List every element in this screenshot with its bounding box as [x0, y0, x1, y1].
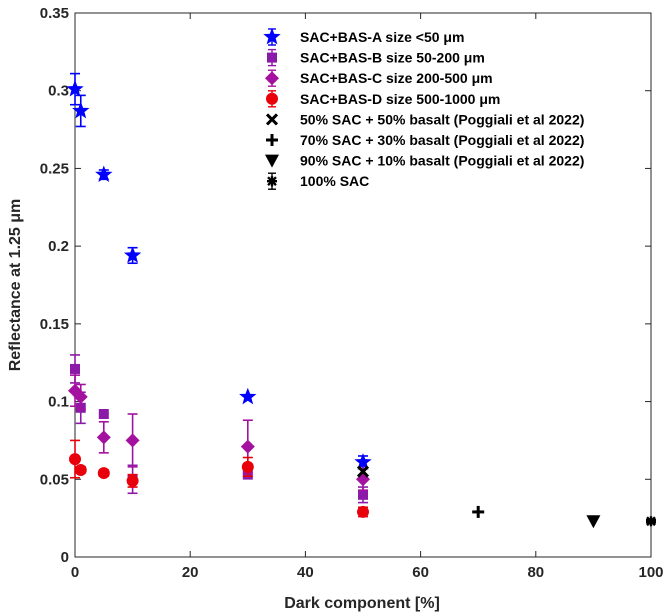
data-point	[126, 474, 139, 487]
series-50-sac-50-basalt-poggiali-et-al-2022	[356, 465, 370, 478]
legend-item: SAC+BAS-C size 200-500 μm	[265, 69, 493, 87]
data-point	[74, 463, 87, 476]
x-axis: 0 20 40 60 80 100	[71, 13, 664, 581]
data-point	[240, 439, 255, 454]
data-point	[472, 505, 485, 518]
legend-marker	[263, 27, 281, 45]
y-tick-label: 0.25	[40, 160, 69, 177]
x-tick-label: 60	[412, 564, 429, 581]
legend-label: SAC+BAS-B size 50-200 μm	[300, 50, 485, 66]
y-axis-label: Reflectance at 1.25 μm	[7, 199, 24, 372]
data-point	[98, 409, 109, 420]
legend-marker	[265, 71, 279, 86]
y-axis: 0 0.05 0.1 0.15 0.2 0.25 0.3 0.35	[40, 5, 651, 566]
data-point	[66, 80, 84, 97]
data-point	[123, 246, 142, 263]
legend-item: SAC+BAS-A size <50 μm	[263, 27, 464, 46]
x-tick-label: 80	[527, 564, 544, 581]
legend-marker	[265, 113, 279, 126]
plot-frame	[74, 12, 652, 558]
x-tick-label: 20	[182, 564, 199, 581]
legend-item: 50% SAC + 50% basalt (Poggiali et al 202…	[265, 111, 584, 127]
y-tick-label: 0.15	[40, 316, 69, 333]
legend-label: SAC+BAS-A size <50 μm	[300, 29, 464, 45]
series-sac-bas-d-size-500-1000-m	[69, 439, 369, 518]
plot-area	[74, 12, 652, 558]
data-point	[356, 465, 370, 478]
data-point	[239, 387, 257, 405]
data-point	[357, 505, 369, 518]
data-markers	[66, 72, 656, 529]
legend-label: 70% SAC + 30% basalt (Poggiali et al 202…	[300, 132, 584, 148]
y-tick-label: 0.1	[48, 394, 69, 411]
legend-marker	[265, 154, 279, 168]
data-point	[95, 165, 113, 183]
legend-marker	[267, 52, 277, 63]
data-point	[586, 515, 601, 529]
series-90-sac-10-basalt-poggiali-et-al-2022	[586, 515, 601, 529]
y-tick-label: 0.3	[48, 83, 69, 100]
legend-marker	[267, 176, 277, 187]
data-point	[646, 516, 656, 527]
data-point	[72, 101, 90, 119]
data-point	[241, 460, 254, 473]
data-point	[69, 453, 81, 466]
legend-label: SAC+BAS-D size 500-1000 μm	[300, 91, 500, 107]
series-sac-bas-a-size-50-m	[66, 72, 372, 470]
legend-item: 90% SAC + 10% basalt (Poggiali et al 202…	[265, 153, 584, 169]
legend-label: 100% SAC	[300, 173, 369, 189]
x-tick-label: 40	[297, 564, 314, 581]
legend: SAC+BAS-A size <50 μm SAC+BAS-B size 50-2…	[263, 27, 584, 190]
x-tick-label: 100	[638, 564, 663, 581]
series-sac-bas-b-size-50-200-m	[70, 354, 368, 504]
data-point	[96, 430, 111, 445]
data-point	[70, 363, 80, 374]
data-point	[97, 467, 110, 480]
x-axis-label: Dark component [%]	[284, 595, 440, 612]
y-tick-label: 0	[61, 549, 69, 566]
y-tick-label: 0.05	[40, 471, 69, 488]
legend-item: 70% SAC + 30% basalt (Poggiali et al 202…	[266, 132, 584, 148]
legend-marker	[266, 134, 278, 146]
y-tick-label: 0.2	[48, 238, 69, 255]
legend-label: SAC+BAS-C size 200-500 μm	[300, 70, 493, 86]
x-tick-label: 0	[71, 564, 79, 581]
legend-marker	[266, 92, 278, 105]
data-point	[125, 433, 140, 448]
data-point	[354, 453, 372, 470]
legend-item: SAC+BAS-B size 50-200 μm	[267, 48, 485, 67]
legend-item: 100% SAC	[267, 172, 369, 190]
data-point	[358, 489, 368, 500]
legend-label: 90% SAC + 10% basalt (Poggiali et al 202…	[300, 153, 584, 169]
series-100-sac	[646, 516, 656, 527]
legend-item: SAC+BAS-D size 500-1000 μm	[266, 90, 500, 108]
y-tick-label: 0.35	[40, 5, 69, 22]
data-point	[73, 389, 88, 404]
series-70-sac-30-basalt-poggiali-et-al-2022	[472, 505, 485, 518]
legend-label: 50% SAC + 50% basalt (Poggiali et al 202…	[300, 111, 584, 127]
series-sac-bas-c-size-200-500-m	[68, 374, 370, 491]
